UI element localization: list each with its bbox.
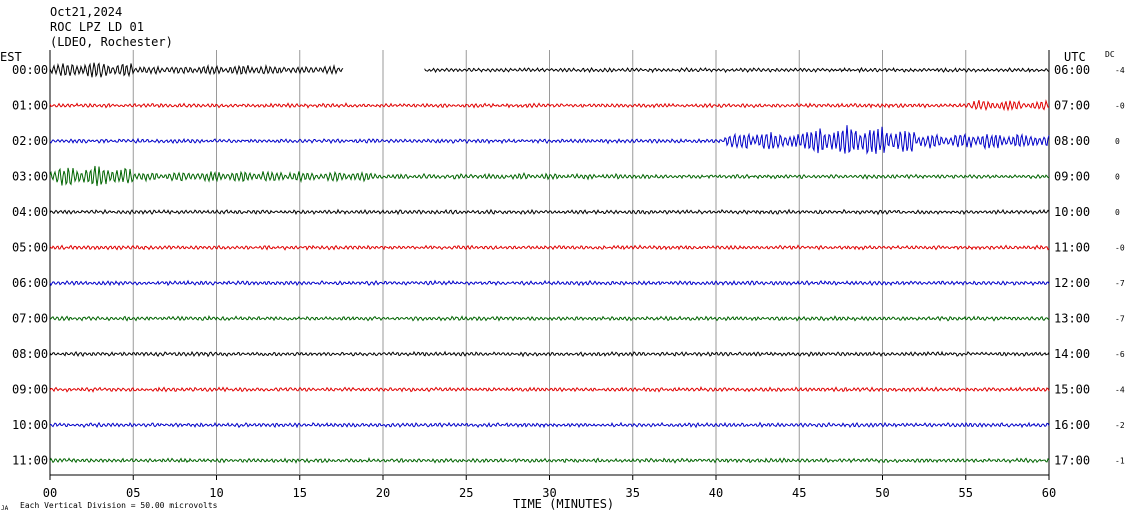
dc-offset-value: -2 [1115,421,1125,430]
trace-line [49,125,1050,155]
trace-line [49,208,1050,216]
est-row-label: 02:00 [12,134,48,148]
est-row-label: 11:00 [12,454,48,468]
x-axis-label: TIME (MINUTES) [513,497,614,511]
dc-offset-value: -4 [1115,386,1125,395]
trace-line [424,66,1049,74]
est-row-label: 05:00 [12,241,48,255]
dc-label: DC [1105,50,1115,59]
dc-offset-value: -4 [1115,66,1125,75]
x-tick-label: 30 [542,486,556,500]
scale-note: Each Vertical Division = 50.00 microvolt… [20,501,218,510]
trace-line [49,165,1050,187]
x-tick-label: 40 [709,486,723,500]
trace-line [49,350,1050,358]
x-tick-label: 60 [1042,486,1056,500]
est-row-label: 06:00 [12,276,48,290]
utc-row-label: 12:00 [1054,276,1090,290]
utc-row-label: 13:00 [1054,312,1090,326]
utc-row-label: 08:00 [1054,134,1090,148]
utc-row-label: 16:00 [1054,418,1090,432]
utc-row-label: 10:00 [1054,205,1090,219]
row-labels: 00:00 06:00 -4 01:00 07:00 -0 02:00 08:00 0 03:00… [12,63,1125,468]
dc-offset-value: -7 [1115,279,1125,288]
x-tick-label: 25 [459,486,473,500]
x-tick-label: 55 [959,486,973,500]
est-row-label: 10:00 [12,418,48,432]
est-row-label: 03:00 [12,170,48,184]
x-tick-label: 20 [376,486,390,500]
header-station: ROC LPZ LD 01 [50,20,144,34]
dc-offset-value: -0 [1115,102,1125,111]
left-timezone-label: EST [0,50,22,64]
utc-row-label: 09:00 [1054,170,1090,184]
right-timezone-label: UTC [1064,50,1086,64]
x-tick-label: 05 [126,486,140,500]
est-row-label: 09:00 [12,383,48,397]
trace-line [49,421,1050,429]
x-tick-label: 10 [209,486,223,500]
est-row-label: 00:00 [12,63,48,77]
utc-row-label: 17:00 [1054,454,1090,468]
x-tick-label: 50 [875,486,889,500]
trace-line [49,99,1050,112]
x-tick-label: 35 [626,486,640,500]
utc-row-label: 07:00 [1054,99,1090,113]
x-axis-tick-labels: 00 05 10 15 20 25 30 35 40 45 50 55 60 [43,475,1056,500]
dc-offset-value: 0 [1115,173,1120,182]
header-network: (LDEO, Rochester) [50,35,173,49]
dc-offset-value: -0 [1115,244,1125,253]
utc-row-label: 06:00 [1054,63,1090,77]
trace-line [49,386,1050,393]
header-date: Oct21,2024 [50,5,122,19]
trace-line [49,279,1050,287]
x-tick-label: 45 [792,486,806,500]
trace-line [49,62,344,78]
est-row-label: 01:00 [12,99,48,113]
x-tick-label: 15 [293,486,307,500]
vertical-gridlines [132,50,967,475]
utc-row-label: 14:00 [1054,347,1090,361]
utc-row-label: 11:00 [1054,241,1090,255]
x-tick-label: 00 [43,486,57,500]
trace-line [49,244,1050,251]
dc-offset-value: -6 [1115,350,1125,359]
dc-offset-value: 0 [1115,137,1120,146]
seismic-traces [49,62,1050,464]
trace-line [49,457,1050,464]
dc-offset-value: 0 [1115,208,1120,217]
est-row-label: 04:00 [12,205,48,219]
est-row-label: 07:00 [12,312,48,326]
dc-offset-value: -7 [1115,315,1125,324]
utc-row-label: 15:00 [1054,383,1090,397]
dc-offset-value: -1 [1115,457,1125,466]
est-row-label: 08:00 [12,347,48,361]
trace-line [49,315,1050,322]
corner-mark: JA [1,505,9,512]
